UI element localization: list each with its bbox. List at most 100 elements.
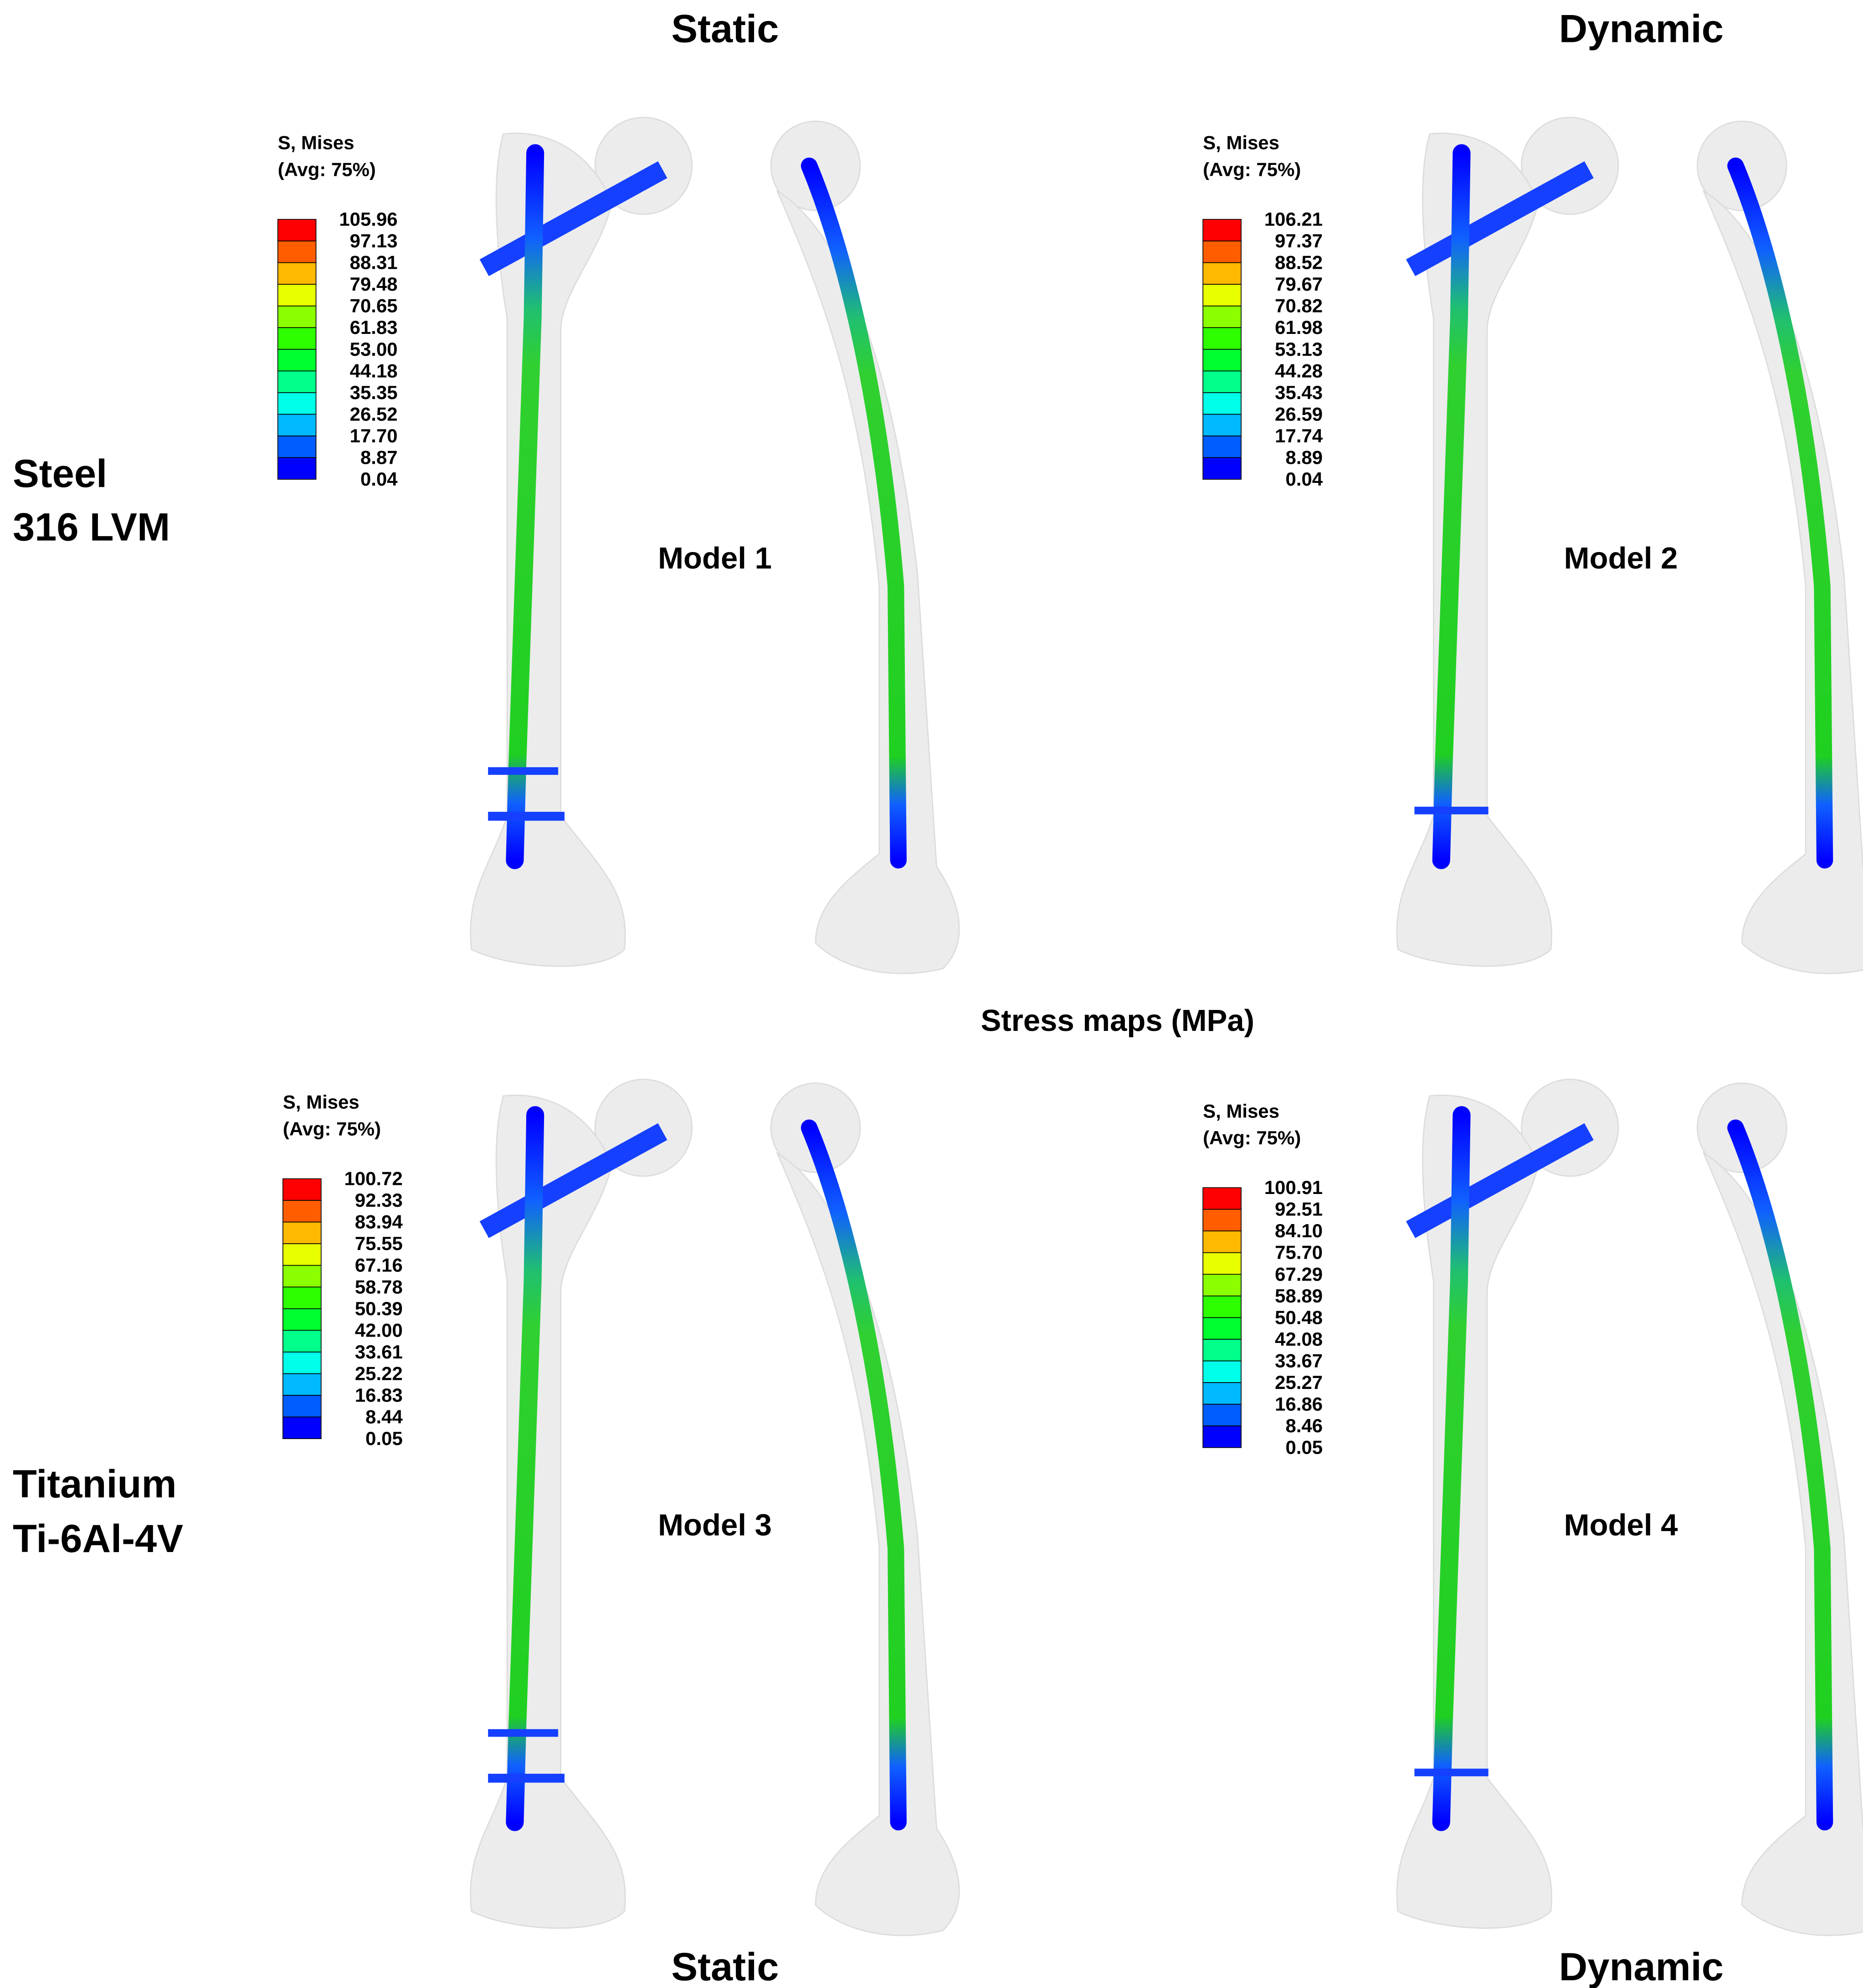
legend-value: 25.27 [1275, 1372, 1323, 1393]
legend-value: 17.70 [350, 425, 398, 446]
colorbar-band [1202, 1187, 1242, 1210]
screw [479, 1123, 667, 1238]
colorbar-band [1202, 1382, 1242, 1405]
colorbar-band [1202, 241, 1242, 263]
legend-value: 53.13 [1275, 338, 1323, 360]
row-label: 316 LVM [13, 505, 170, 549]
legend-value: 106.21 [1264, 208, 1323, 230]
colorbar-band [277, 262, 317, 285]
colorbar-band [277, 436, 317, 458]
legend-title: (Avg: 75%) [1203, 1127, 1301, 1148]
nail-side [801, 157, 907, 869]
colorbar-band [282, 1330, 322, 1353]
legend-value: 44.18 [350, 360, 398, 381]
legend-value: 50.48 [1275, 1307, 1323, 1328]
legend-value: 8.89 [1286, 447, 1323, 468]
legend-value: 8.46 [1286, 1415, 1323, 1436]
locking-screw [488, 767, 559, 775]
legend-value: 84.10 [1275, 1220, 1323, 1241]
legend-value: 58.78 [355, 1276, 403, 1297]
legend-value: 97.37 [1275, 230, 1323, 251]
colorbar-band [1202, 1360, 1242, 1383]
legend-value: 8.44 [365, 1406, 403, 1428]
colorbar-band [1202, 1230, 1242, 1253]
legend-value: 70.82 [1275, 295, 1323, 317]
colorbar-band [1202, 370, 1242, 393]
legend-value: 16.83 [355, 1384, 403, 1406]
colorbar-band [1202, 1296, 1242, 1318]
colorbar-band [277, 284, 317, 307]
colorbar-band [282, 1200, 322, 1223]
nail-side [1727, 157, 1833, 869]
legend-value: 67.16 [355, 1255, 403, 1276]
legend-value: 25.22 [355, 1363, 403, 1384]
legend-value: 58.89 [1275, 1285, 1323, 1307]
legend-value: 75.55 [355, 1233, 403, 1254]
legend-value: 70.65 [350, 295, 398, 317]
legend-value: 26.52 [350, 403, 398, 425]
model-label: Model 3 [658, 1508, 772, 1542]
colorbar-band [1202, 327, 1242, 350]
legend-value: 42.00 [355, 1319, 403, 1341]
legend-value: 100.72 [344, 1168, 403, 1189]
legend-value: 79.67 [1275, 273, 1323, 295]
colorbar-band [282, 1373, 322, 1396]
panel [1396, 1078, 1863, 1937]
colorbar-band [1202, 262, 1242, 285]
screw [479, 161, 667, 277]
colorbar-band [1202, 219, 1242, 241]
legend-value: 35.35 [350, 382, 398, 403]
legend-value: 97.13 [350, 230, 398, 251]
nail-side [801, 1119, 907, 1831]
panel [1396, 117, 1863, 974]
legend-title: S, Mises [283, 1091, 359, 1113]
legend-value: 35.43 [1275, 382, 1323, 403]
colorbar-band [1202, 1274, 1242, 1296]
locking-screw [488, 1729, 559, 1737]
colorbar-band [1202, 1252, 1242, 1275]
screw [1406, 161, 1594, 277]
legend-value: 67.29 [1275, 1263, 1323, 1285]
legend-value: 105.96 [339, 208, 397, 230]
colorbar-band [1202, 348, 1242, 372]
model-label: Model 4 [1564, 1508, 1678, 1542]
legend-title: (Avg: 75%) [278, 159, 376, 180]
colorbar-band [282, 1308, 322, 1331]
legend-value: 17.74 [1275, 425, 1323, 446]
colorbar-band [1202, 1425, 1242, 1448]
legend-value: 83.94 [355, 1211, 403, 1233]
colorbar-band [1202, 1209, 1242, 1232]
locking-screw [1414, 806, 1488, 815]
legend-value: 26.59 [1275, 403, 1323, 425]
locking-screw [1414, 1768, 1488, 1777]
model-label: Model 2 [1564, 541, 1678, 575]
legend-value: 61.83 [350, 317, 398, 338]
colorbar-band [277, 370, 317, 393]
colorbar-band [1202, 1339, 1242, 1362]
center-label: Stress maps (MPa) [981, 1004, 1254, 1038]
colorbar-band [277, 241, 317, 263]
legend-value: 0.05 [365, 1428, 403, 1449]
colorbar-band [282, 1221, 322, 1245]
colorbar-band [1202, 305, 1242, 328]
legend-value: 50.39 [355, 1298, 403, 1319]
colorbar-band [282, 1395, 322, 1418]
colorbar-band [277, 327, 317, 350]
legend-value: 44.28 [1275, 360, 1323, 381]
legend-title: (Avg: 75%) [1203, 159, 1301, 180]
colorbar-band [277, 348, 317, 372]
legend-title: S, Mises [278, 132, 354, 154]
nail-side [1727, 1119, 1833, 1831]
legend-value: 92.33 [355, 1189, 403, 1211]
colorbar-band [282, 1243, 322, 1266]
row-label: Ti-6Al-4V [13, 1517, 183, 1561]
legend-value: 16.86 [1275, 1394, 1323, 1415]
legend-value: 0.04 [360, 468, 398, 490]
femur-side [776, 190, 960, 974]
colorbar-band [1202, 1404, 1242, 1426]
legend-value: 79.48 [350, 273, 398, 295]
panel [470, 1078, 960, 1937]
colorbar-band [282, 1416, 322, 1439]
legend-value: 61.98 [1275, 317, 1323, 338]
